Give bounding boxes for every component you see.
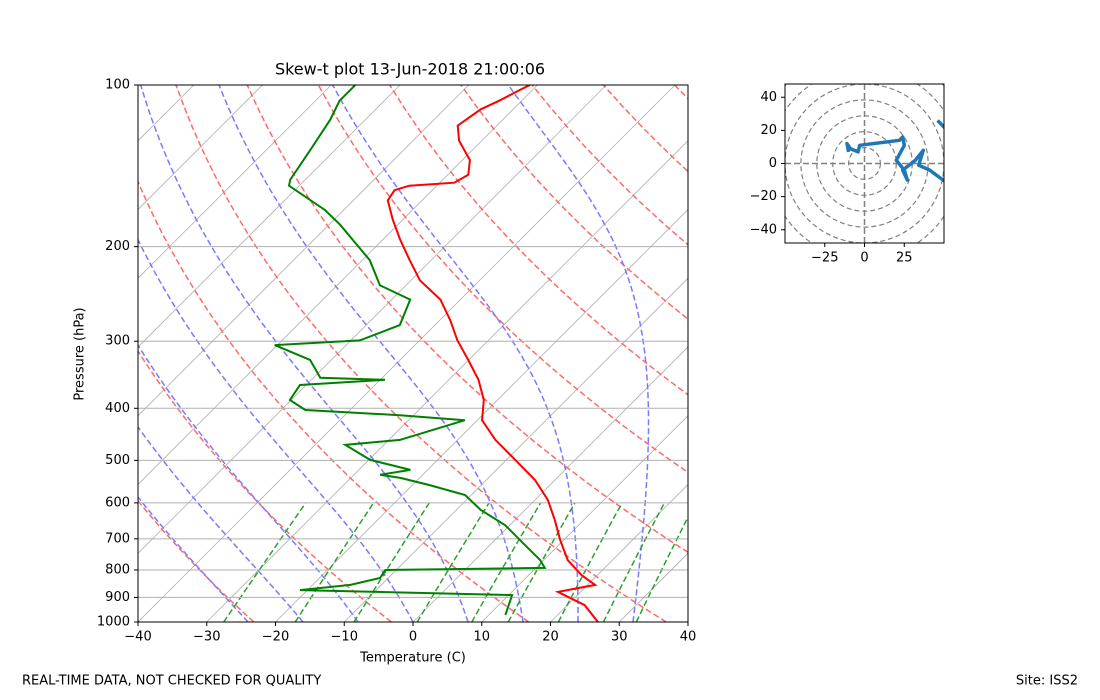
y-tick-label: 800 bbox=[105, 562, 130, 577]
y-tick-label: 700 bbox=[105, 531, 130, 546]
dry-adiabat bbox=[138, 179, 530, 622]
hodograph-line bbox=[845, 119, 944, 183]
isotherm bbox=[550, 483, 688, 622]
y-tick-label: −20 bbox=[750, 189, 777, 204]
x-tick-label: 40 bbox=[680, 630, 697, 645]
x-tick-label: −10 bbox=[331, 630, 358, 645]
isotherm bbox=[206, 140, 688, 622]
x-tick-label: −25 bbox=[811, 251, 838, 266]
y-tick-label: 200 bbox=[105, 239, 130, 254]
y-tick-label: 0 bbox=[769, 156, 777, 171]
isotherm bbox=[138, 85, 332, 279]
profile-line bbox=[274, 85, 547, 616]
y-tick-label: −40 bbox=[750, 222, 777, 237]
y-tick-label: 900 bbox=[105, 590, 130, 605]
x-tick-label: 0 bbox=[409, 630, 417, 645]
moist-adiabat bbox=[332, 85, 579, 622]
x-tick-label: −30 bbox=[193, 630, 220, 645]
profile-line bbox=[386, 85, 599, 622]
dry-adiabat bbox=[175, 85, 667, 622]
footer-right: Site: ISS2 bbox=[1016, 674, 1078, 689]
isotherm bbox=[275, 208, 688, 622]
moist-adiabat bbox=[218, 85, 524, 622]
y-tick-label: 100 bbox=[105, 78, 130, 93]
dry-adiabat bbox=[138, 499, 255, 622]
isotherm bbox=[138, 85, 263, 211]
dry-adiabat bbox=[317, 85, 688, 474]
x-tick-label: −40 bbox=[124, 630, 151, 645]
x-tick-label: −20 bbox=[262, 630, 289, 645]
skewt-data bbox=[274, 85, 599, 622]
moist-adiabat bbox=[138, 238, 414, 622]
mixing-ratio-line bbox=[416, 502, 490, 622]
mixing-ratio-line bbox=[294, 502, 375, 622]
moist-adiabat bbox=[138, 425, 304, 622]
y-tick-label: 20 bbox=[760, 123, 777, 138]
y-axis-label: Pressure (hPa) bbox=[73, 307, 88, 400]
dry-adiabat bbox=[460, 85, 688, 320]
isotherm bbox=[481, 415, 688, 622]
dry-adiabat bbox=[246, 85, 688, 554]
axes-frame bbox=[137, 84, 689, 623]
dry-adiabat bbox=[389, 85, 688, 396]
moist-adiabat bbox=[139, 85, 469, 622]
range-ring bbox=[800, 99, 929, 228]
isotherm bbox=[343, 277, 688, 622]
y-tick-label: 600 bbox=[105, 495, 130, 510]
y-tick-label: 400 bbox=[105, 401, 130, 416]
mixing-ratio-line bbox=[353, 502, 430, 622]
skewt-background bbox=[138, 85, 688, 622]
y-tick-label: 300 bbox=[105, 334, 130, 349]
isotherm bbox=[138, 85, 470, 417]
y-tick-label: 40 bbox=[760, 90, 777, 105]
x-tick-label: 0 bbox=[860, 251, 868, 266]
x-axis-label: Temperature (C) bbox=[359, 651, 466, 666]
x-tick-label: 10 bbox=[473, 630, 490, 645]
isotherm bbox=[138, 85, 676, 622]
moist-adiabat bbox=[138, 343, 359, 622]
isotherm bbox=[138, 85, 401, 348]
hodograph-data bbox=[845, 119, 944, 183]
footer-left: REAL-TIME DATA, NOT CHECKED FOR QUALITY bbox=[22, 674, 321, 689]
y-tick-label: 500 bbox=[105, 453, 130, 468]
x-tick-label: 30 bbox=[611, 630, 628, 645]
dry-adiabat bbox=[138, 349, 392, 622]
moist-adiabat bbox=[507, 85, 650, 622]
x-tick-label: 20 bbox=[542, 630, 559, 645]
y-tick-label: 1000 bbox=[97, 615, 130, 630]
axes-frame bbox=[784, 83, 945, 244]
isotherm bbox=[138, 85, 538, 486]
chart-title: Skew-t plot 13-Jun-2018 21:00:06 bbox=[275, 60, 545, 79]
x-tick-label: 25 bbox=[896, 251, 913, 266]
